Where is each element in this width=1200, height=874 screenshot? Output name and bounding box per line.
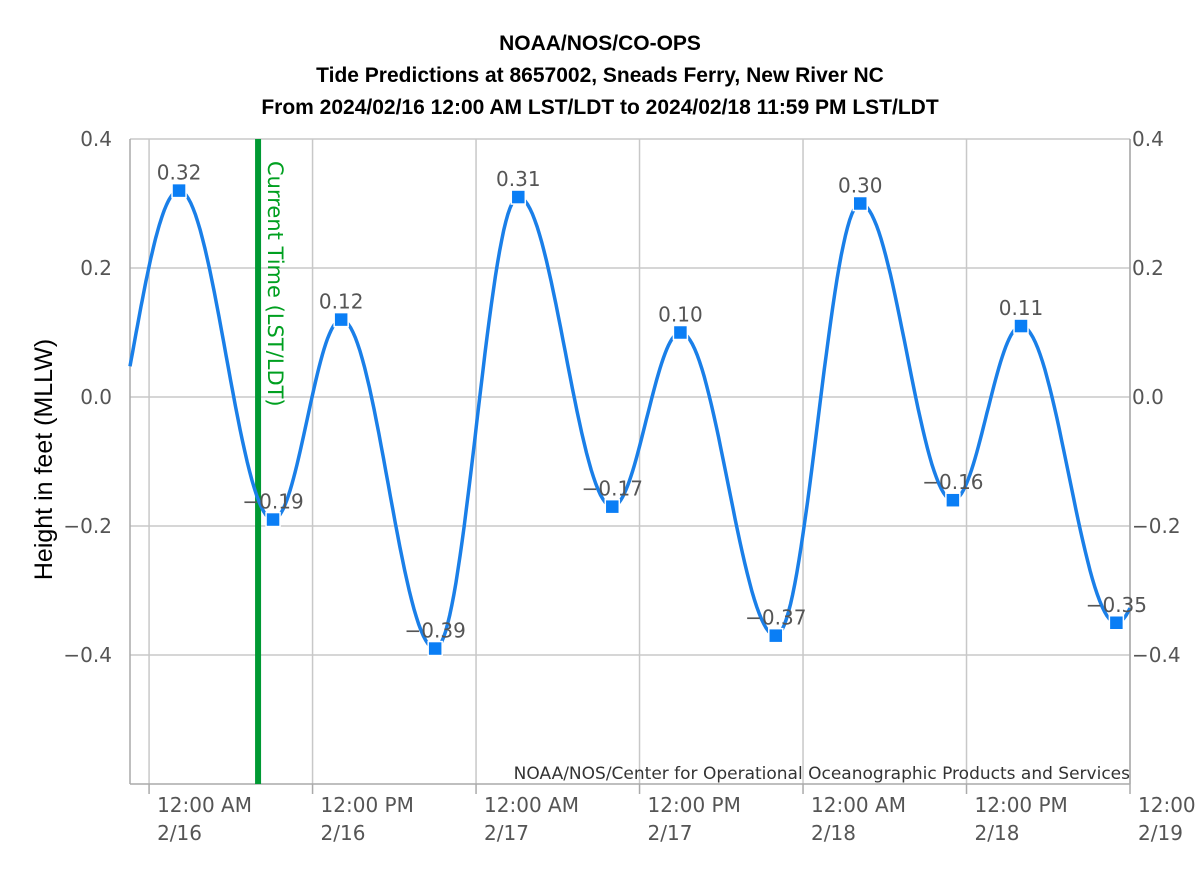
current-time-marker: Current Time (LST/LDT): [255, 139, 287, 784]
data-label: −0.19: [242, 490, 303, 514]
x-tick-label-time: 12:00 PM: [648, 793, 741, 817]
x-tick-label-time: 12:00 PM: [321, 793, 414, 817]
y-tick-label-right: 0.2: [1132, 256, 1164, 280]
data-label: 0.31: [496, 167, 541, 191]
x-tick-label-date: 2/18: [975, 821, 1020, 845]
data-point-marker: [171, 182, 187, 199]
data-point-marker: [265, 511, 281, 528]
data-label: −0.39: [405, 619, 466, 643]
y-tick-label-left: 0.2: [80, 256, 112, 280]
data-label: 0.30: [838, 174, 883, 198]
y-tick-label-right: −0.4: [1132, 643, 1181, 667]
current-time-label: Current Time (LST/LDT): [263, 161, 287, 407]
data-point-marker: [1108, 615, 1125, 631]
tide-prediction-line: [128, 188, 1132, 651]
data-label: −0.17: [582, 477, 643, 501]
data-point-marker: [510, 189, 527, 205]
chart-subtitle-range: From 2024/02/16 12:00 AM LST/LDT to 2024…: [261, 96, 939, 119]
credit-text: NOAA/NOS/Center for Operational Oceanogr…: [514, 764, 1130, 784]
data-label: 0.32: [157, 161, 202, 185]
x-tick-label-time: 12:00: [1138, 793, 1196, 817]
data-point-marker: [945, 492, 961, 508]
data-point-marker: [1013, 318, 1029, 334]
x-tick-label-date: 2/17: [484, 821, 529, 845]
chart-title: NOAA/NOS/CO-OPS: [499, 32, 701, 55]
data-point-marker: [333, 311, 349, 328]
data-label: −0.16: [922, 470, 983, 494]
y-tick-label-left: −0.4: [63, 643, 112, 667]
y-tick-label-left: 0.0: [80, 385, 112, 409]
chart-subtitle-station: Tide Predictions at 8657002, Sneads Ferr…: [316, 64, 884, 87]
data-point-marker: [427, 640, 443, 657]
x-tick-label-date: 2/19: [1138, 821, 1183, 845]
x-tick-label-time: 12:00 AM: [157, 793, 252, 817]
y-tick-label-left: −0.2: [63, 514, 112, 538]
axis-layer: 0.4 0.4 0.2 0.2 0.0 0.0 −0.2 −0.2 −0.4 −0.4 12:00 …: [63, 127, 1195, 845]
y-tick-label-right: −0.2: [1132, 514, 1181, 538]
y-axis-title: Height in feet (MLLW): [30, 339, 58, 580]
x-tick-label-date: 2/16: [321, 821, 366, 845]
data-label: 0.10: [658, 303, 703, 327]
x-tick-label-date: 2/17: [648, 821, 693, 845]
y-tick-label-right: 0.4: [1132, 127, 1164, 151]
data-point-marker: [672, 324, 689, 341]
x-tick-label-time: 12:00 AM: [484, 793, 579, 817]
y-tick-label-right: 0.0: [1132, 385, 1164, 409]
data-point-marker: [768, 627, 784, 644]
data-label: 0.12: [319, 290, 364, 314]
series-layer: 0.32 −0.19 0.12 −0.39 0.31 −0.17 0.10 −0.37 0.30…: [128, 161, 1147, 657]
data-label: −0.35: [1086, 593, 1147, 617]
chart-title-block: NOAA/NOS/CO-OPS Tide Predictions at 8657…: [0, 28, 1200, 124]
x-tick-label-date: 2/18: [811, 821, 856, 845]
y-tick-label-left: 0.4: [80, 127, 112, 151]
data-point-marker: [604, 498, 621, 515]
data-label: −0.37: [745, 606, 806, 630]
x-tick-label-time: 12:00 PM: [975, 793, 1068, 817]
data-label: 0.11: [999, 296, 1044, 320]
x-tick-label-time: 12:00 AM: [811, 793, 906, 817]
data-point-marker: [852, 195, 868, 212]
x-tick-label-date: 2/16: [157, 821, 202, 845]
